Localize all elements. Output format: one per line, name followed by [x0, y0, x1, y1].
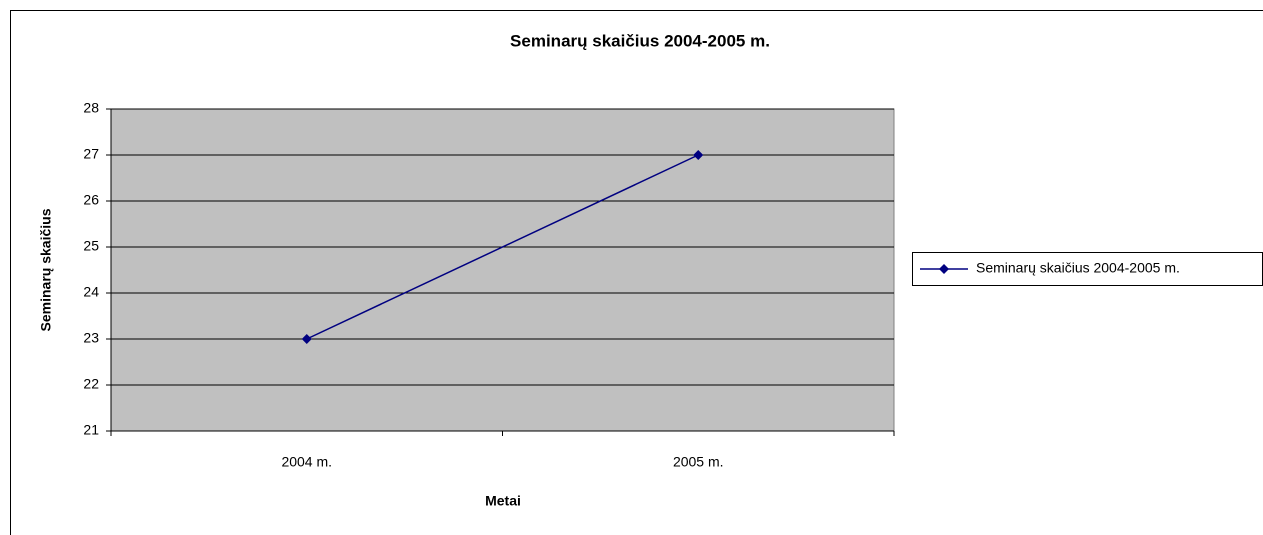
legend-marker [939, 264, 949, 274]
y-tick-label: 21 [83, 422, 99, 438]
marker [693, 150, 704, 160]
y-tick-label: 26 [83, 192, 99, 208]
y-tick-label: 23 [83, 330, 99, 346]
series-line [306, 154, 699, 340]
x-tick-label: 2004 m. [281, 454, 332, 470]
y-tick-label: 25 [83, 238, 99, 254]
y-tick-label: 22 [83, 376, 99, 392]
y-tick-label: 28 [83, 100, 99, 116]
legend-label: Seminarų skaičius 2004-2005 m. [976, 260, 1180, 276]
marker [301, 334, 312, 344]
y-tick-label: 24 [83, 284, 99, 300]
y-axis-label: Seminarų skaičius [38, 208, 54, 331]
x-axis-label: Metai [485, 493, 521, 509]
y-tick-label: 27 [83, 146, 99, 162]
chart-title: Seminarų skaičius 2004-2005 m. [510, 31, 770, 50]
x-tick-label: 2005 m. [673, 454, 724, 470]
plot-area [110, 108, 895, 432]
